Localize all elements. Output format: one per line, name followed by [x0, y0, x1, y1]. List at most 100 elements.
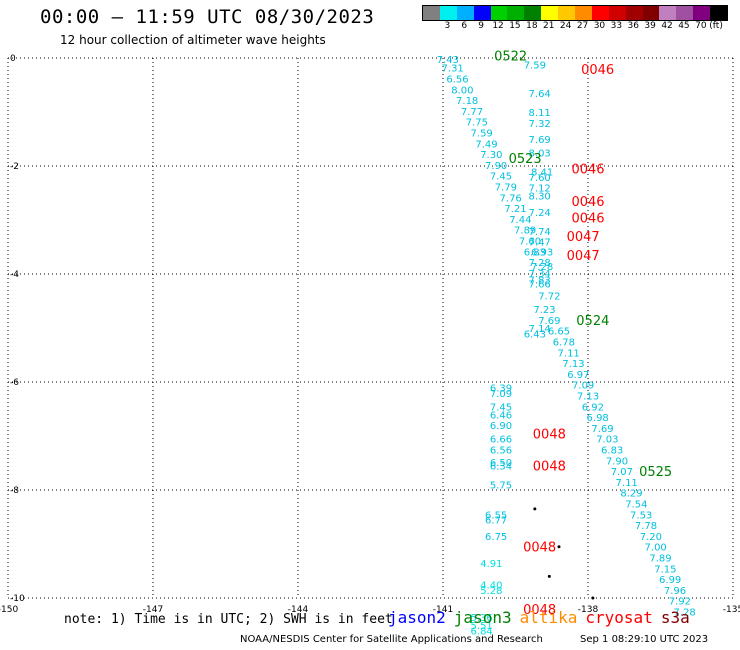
y-tick-label: -2 [10, 162, 19, 172]
data-label: 7.09 [490, 389, 512, 400]
satellite-legend-entry: s3a [660, 608, 690, 627]
satellite-legend-entry: altika [519, 608, 578, 627]
data-label: 5.36 [471, 613, 493, 624]
data-label: 7.09 [572, 381, 594, 392]
data-label: 7.53 [630, 510, 652, 521]
data-label: 7.90 [606, 456, 628, 467]
color-scale-cell [642, 6, 660, 20]
color-scale-cell [625, 6, 643, 20]
data-label: 6.50 [490, 458, 512, 469]
color-scale-label: 27 [576, 21, 589, 31]
data-label: 7.59 [524, 60, 546, 71]
data-label: 6.43 [524, 329, 546, 340]
data-label: 7.78 [635, 521, 657, 532]
color-scale-label: 30 [593, 21, 606, 31]
data-label: 7.76 [500, 193, 522, 204]
color-scale-cell [524, 6, 542, 20]
color-scale-cell [439, 6, 457, 20]
data-label: 5.28 [480, 586, 502, 597]
color-scale-cell [710, 6, 728, 20]
x-tick-label: -135 [723, 605, 740, 615]
color-scale-label: 15 [509, 21, 521, 31]
data-label: 7.77 [461, 107, 483, 118]
color-scale-label: 70 [695, 21, 707, 31]
pass-label: 0522 [494, 49, 527, 64]
color-scale-label: 33 [610, 21, 623, 31]
data-label: 7.45 [490, 402, 512, 413]
data-label: 4.40 [480, 581, 502, 592]
data-label: 7.07 [611, 467, 633, 478]
color-scale-label: 42 [661, 21, 673, 31]
pass-label: 0048 [533, 460, 566, 475]
data-label: 7.69 [529, 135, 551, 146]
data-label: 6.93 [531, 247, 553, 258]
satellite-legend-entry: jason3 [453, 608, 512, 627]
color-scale-cell [693, 6, 711, 20]
data-label: 6.66 [490, 435, 512, 446]
data-label: 7.69 [591, 424, 613, 435]
data-label: 7.24 [529, 208, 551, 219]
color-scale-label: 36 [627, 21, 639, 31]
data-label: 7.23 [533, 305, 555, 316]
y-tick-label: -4 [10, 270, 19, 280]
data-label: 7.20 [640, 532, 662, 543]
pass-label: 0046 [571, 211, 604, 226]
data-label: 6.84 [471, 626, 493, 637]
data-label: 7.54 [625, 500, 647, 511]
color-scale-label: 12 [492, 21, 504, 31]
data-label: 7.28 [674, 608, 696, 619]
y-tick-label: -10 [10, 594, 25, 604]
data-label: 8.41 [531, 167, 553, 178]
data-label: 7.60 [529, 173, 551, 184]
color-scale-label: 9 [478, 21, 485, 31]
chart-title: 00:00 — 11:59 UTC 08/30/2023 [40, 6, 375, 28]
x-tick-label: -147 [143, 605, 163, 615]
color-scale-label: 21 [543, 21, 555, 31]
data-label: 6.39 [490, 383, 512, 394]
pass-label: 0046 [571, 163, 604, 178]
data-label: 6.65 [548, 327, 570, 338]
data-label: 6.75 [485, 532, 507, 543]
data-label: 6.56 [490, 446, 512, 457]
data-label: 6.97 [567, 370, 589, 381]
data-label: 7.34 [529, 269, 551, 280]
satellite-legend-entry: jason2 [388, 608, 446, 627]
data-label: 8.11 [529, 108, 551, 119]
data-label: 7.83 [529, 275, 551, 286]
data-label: 7.66 [529, 280, 551, 291]
data-label: 7.15 [654, 564, 676, 575]
data-label: 7.74 [529, 227, 551, 238]
data-label: 6.55 [485, 510, 507, 521]
color-scale-label: 6 [461, 21, 468, 31]
data-label: 6.90 [490, 421, 512, 432]
data-label: 7.30 [480, 150, 502, 161]
data-label: 7.47 [529, 238, 551, 249]
data-label: 7.44 [509, 215, 531, 226]
data-label: 7.64 [529, 89, 551, 100]
pass-label: 0046 [581, 63, 614, 78]
x-tick-label: -138 [578, 605, 599, 615]
data-label: 7.18 [456, 96, 478, 107]
color-scale-cell [541, 6, 559, 20]
color-scale-cell [608, 6, 626, 20]
color-scale-cell [423, 6, 440, 20]
data-label: 7.13 [562, 359, 584, 370]
x-tick-label: -141 [433, 605, 453, 615]
data-label: 6.77 [485, 516, 507, 527]
data-label: 7.12 [529, 184, 551, 195]
data-label: 7.03 [596, 435, 618, 446]
generated-timestamp: Sep 1 08:29:10 UTC 2023 [580, 634, 709, 645]
pass-label: 0525 [639, 465, 672, 480]
color-scale-cell [575, 6, 592, 20]
data-label: 6.92 [582, 402, 604, 413]
x-tick-label: -150 [0, 605, 18, 615]
pass-label: 0048 [533, 427, 566, 442]
data-label: 7.00 [645, 543, 667, 554]
data-label: 7.49 [475, 139, 497, 150]
data-label: 7.11 [616, 478, 638, 489]
data-label: 7.21 [504, 204, 526, 215]
pass-label: 0046 [571, 195, 604, 210]
y-tick-label: 0 [10, 54, 16, 64]
pass-label: 0523 [509, 152, 542, 167]
